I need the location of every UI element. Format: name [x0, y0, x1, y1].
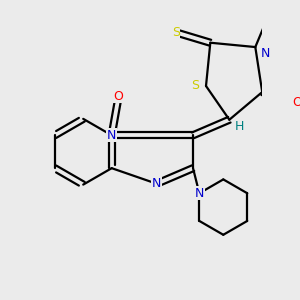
Text: N: N [152, 177, 161, 190]
Text: N: N [195, 187, 204, 200]
Text: H: H [235, 120, 244, 133]
Text: N: N [107, 129, 116, 142]
Text: N: N [261, 47, 270, 61]
Text: S: S [192, 80, 200, 92]
Text: O: O [292, 96, 300, 109]
Text: O: O [114, 90, 124, 103]
Text: S: S [172, 26, 180, 39]
